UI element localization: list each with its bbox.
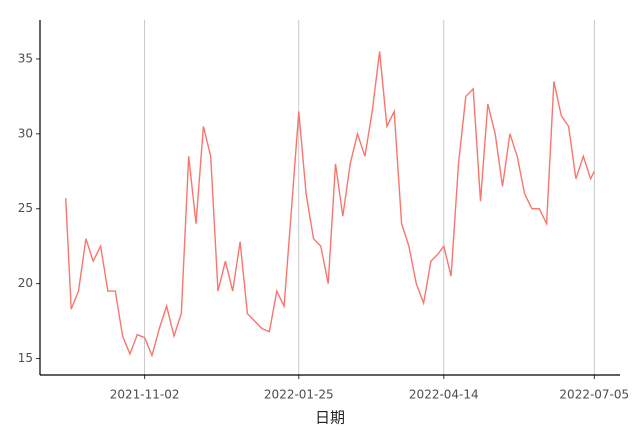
x-axis-label: 日期 xyxy=(315,409,345,427)
y-tick-label: 25 xyxy=(18,201,33,215)
y-tick-label: 15 xyxy=(18,351,33,365)
data-line xyxy=(65,51,595,358)
x-tick-label: 2022-01-25 xyxy=(264,388,334,402)
y-tick-label: 30 xyxy=(18,126,33,140)
y-tick-label: 20 xyxy=(18,276,33,290)
x-tick-label: 2022-04-14 xyxy=(409,388,479,402)
x-tick-label: 2021-11-02 xyxy=(110,388,180,402)
x-tick-label: 2022-07-05 xyxy=(559,388,629,402)
y-tick-label: 35 xyxy=(18,51,33,65)
